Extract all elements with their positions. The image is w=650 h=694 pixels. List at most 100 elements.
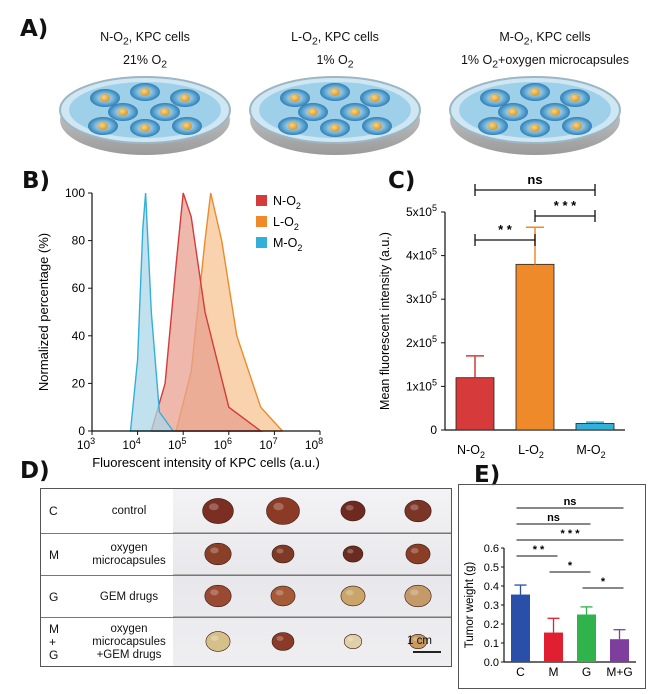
- tumor-specimen: [343, 634, 363, 650]
- tumor-highlight: [347, 549, 354, 554]
- significance-label: ns: [527, 172, 542, 187]
- petri-dish-1: [59, 76, 231, 156]
- significance-label: * *: [533, 544, 545, 556]
- petri-dish-2: [249, 76, 421, 156]
- y-tick-label: 0.4: [484, 581, 499, 593]
- panel-label-a: A): [20, 16, 49, 42]
- bar-c: [511, 594, 530, 662]
- tumor-highlight: [275, 589, 284, 596]
- legend-label: L-O2: [273, 215, 299, 232]
- bar-m+g: [610, 639, 629, 662]
- row-description-line: oxygen: [110, 542, 148, 554]
- y-tick-label: 0.2: [484, 619, 499, 631]
- significance-label: ns: [564, 496, 577, 508]
- tumor-specimen: [340, 500, 366, 522]
- tumor-specimen: [266, 497, 300, 525]
- x-tick-label: M: [549, 665, 559, 679]
- tumor-highlight: [210, 635, 219, 641]
- scale-bar-label: 1 cm: [407, 635, 432, 647]
- tumor-highlight: [410, 547, 419, 554]
- tumor-highlight: [210, 547, 219, 554]
- row-group-code: G: [49, 589, 59, 604]
- panel-label-b: B): [22, 168, 51, 194]
- tumor-specimen: [408, 634, 428, 650]
- x-tick-label: 103: [77, 436, 95, 452]
- y-tick-label: 80: [72, 234, 86, 248]
- tumor-highlight: [276, 636, 284, 641]
- bar-g: [577, 614, 596, 662]
- legend-swatch: [256, 195, 267, 206]
- row-description-line: GEM drugs: [99, 590, 159, 603]
- y-tick-label: 40: [72, 329, 86, 343]
- x-tick-label: G: [582, 665, 591, 679]
- legend-label: M-O2: [273, 236, 302, 253]
- row-group-code: M + G: [49, 623, 59, 662]
- tumor-specimen: [204, 584, 232, 608]
- y-tick-label: 100: [65, 186, 85, 200]
- y-tick-label: 4x105: [406, 247, 437, 263]
- tumor-highlight: [208, 503, 219, 511]
- tumor-specimen: [271, 544, 295, 564]
- row-description-line: microcapsules: [92, 555, 166, 567]
- row-code-line: M: [49, 622, 59, 636]
- tumor-highlight: [410, 589, 419, 596]
- tumor-specimen: [404, 499, 432, 523]
- histogram-chart: 0 20 40 60 80 100 103 104 105 106 107 108 Fluorescen…: [36, 186, 323, 470]
- y-tick-label: 60: [72, 281, 86, 295]
- tumor-highlight: [273, 502, 284, 511]
- x-axis-label: Fluorescent intensity of KPC cells (a.u.…: [92, 455, 320, 470]
- row-description-line: microcapsules: [92, 636, 166, 648]
- dish-1-title: N-O2, KPC cells: [100, 30, 190, 48]
- significance-label: ns: [547, 512, 560, 524]
- y-tick-label: 0.0: [484, 657, 499, 669]
- row-code-line: G: [49, 589, 59, 604]
- tumor-highlight: [412, 637, 419, 642]
- bar-m: [544, 632, 563, 662]
- legend-swatch: [256, 237, 267, 248]
- row-description-line: oxygen: [110, 623, 148, 635]
- significance-label: * *: [498, 222, 513, 237]
- tumor-specimen: [342, 545, 364, 563]
- x-tick-label: N-O2: [457, 443, 485, 460]
- tumor-specimen: [205, 631, 231, 652]
- dish-2-title: L-O2, KPC cells: [291, 30, 379, 48]
- tumor-highlight: [345, 504, 354, 511]
- y-tick-label: 0.1: [484, 638, 499, 650]
- tumor-specimen: [204, 542, 232, 566]
- y-axis-label: Mean fluorescent intensity (a.u.): [378, 232, 392, 410]
- dish-3-title: M-O2, KPC cells: [499, 30, 591, 48]
- legend-label: N-O2: [273, 194, 301, 211]
- dish-1-condition: 21% O2: [122, 53, 167, 71]
- tumor-specimen: [202, 498, 234, 524]
- row-code-line: G: [49, 648, 59, 662]
- y-tick-label: 0.3: [484, 600, 499, 612]
- y-tick-label: 20: [72, 376, 86, 390]
- y-tick-label: 0.6: [484, 543, 499, 555]
- x-tick-label: C: [516, 665, 525, 679]
- tumor-specimen: [340, 585, 366, 607]
- dish-3-condition: 1% O2+oxygen microcapsules: [460, 53, 630, 71]
- panel-e-frame: [458, 484, 646, 689]
- tumor-highlight: [347, 637, 354, 642]
- x-tick-label: 105: [168, 436, 186, 452]
- y-tick-label: 0: [430, 423, 437, 437]
- bar-n-o: [455, 377, 495, 431]
- row-group-code: M: [49, 548, 59, 562]
- row-description-line: +GEM drugs: [96, 649, 162, 661]
- significance-label: *: [601, 576, 606, 588]
- bar-chart-mfi: 0 1x105 2x105 3x105 4x105 5x105 N-O2 L-O2 M-O2 ns…: [378, 172, 625, 460]
- row-description: GEM drugs: [81, 591, 177, 604]
- legend-swatch: [256, 216, 267, 227]
- tumor-specimen: [404, 584, 432, 608]
- y-axis-label: Tumor weight (g): [464, 562, 476, 649]
- tumor-highlight: [410, 504, 419, 511]
- row-code-line: +: [49, 635, 57, 649]
- tumor-row: G GEM drugs: [41, 575, 451, 618]
- y-tick-label: 0: [78, 424, 85, 438]
- row-description: oxygen microcapsules +GEM drugs: [81, 623, 177, 662]
- x-tick-label: 107: [259, 436, 277, 452]
- y-axis-label: Normalized percentage (%): [36, 233, 51, 391]
